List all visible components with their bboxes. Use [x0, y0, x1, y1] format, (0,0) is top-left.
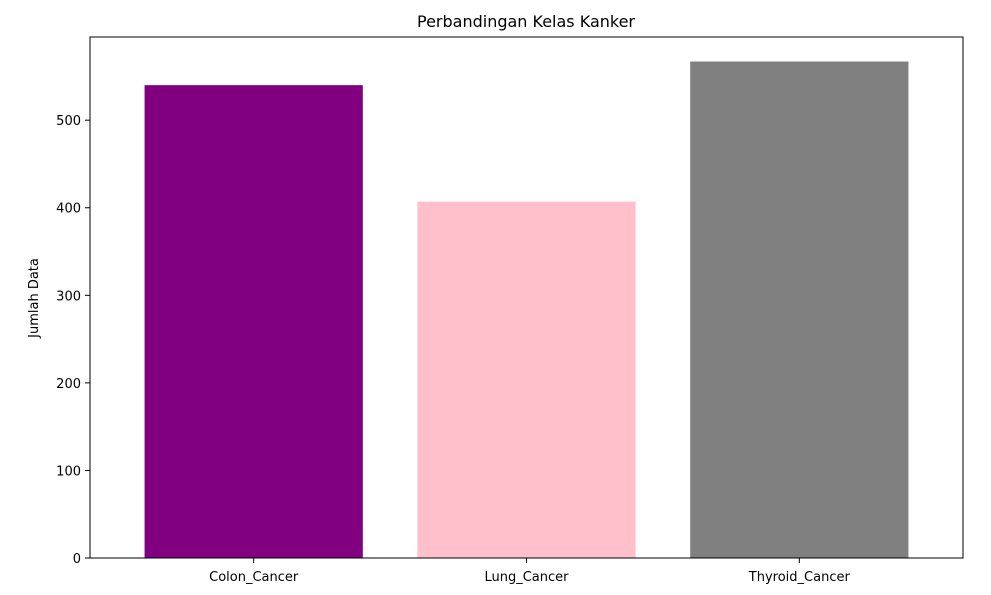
y-tick-label: 500 [56, 114, 81, 129]
y-tick-label: 400 [56, 202, 81, 217]
chart-title: Perbandingan Kelas Kanker [417, 12, 635, 31]
bars-group [144, 61, 909, 559]
x-tick-label: Lung_Cancer [484, 570, 569, 585]
bar-lung-cancer [417, 201, 636, 559]
bar-colon-cancer [144, 85, 363, 558]
y-tick-label: 200 [56, 377, 81, 392]
y-tick-label: 0 [73, 552, 81, 567]
y-axis-label: Jumlah Data [27, 258, 42, 339]
plot-frame [89, 36, 964, 559]
ticks-group: Colon_Cancer Lung_Cancer Thyroid_Cancer 0 10… [56, 114, 850, 585]
bar-thyroid-cancer [690, 61, 909, 559]
x-tick-label: Thyroid_Cancer [748, 570, 851, 585]
y-tick-label: 100 [56, 464, 81, 479]
x-tick-label: Colon_Cancer [209, 570, 299, 585]
y-tick-label: 300 [56, 289, 81, 304]
